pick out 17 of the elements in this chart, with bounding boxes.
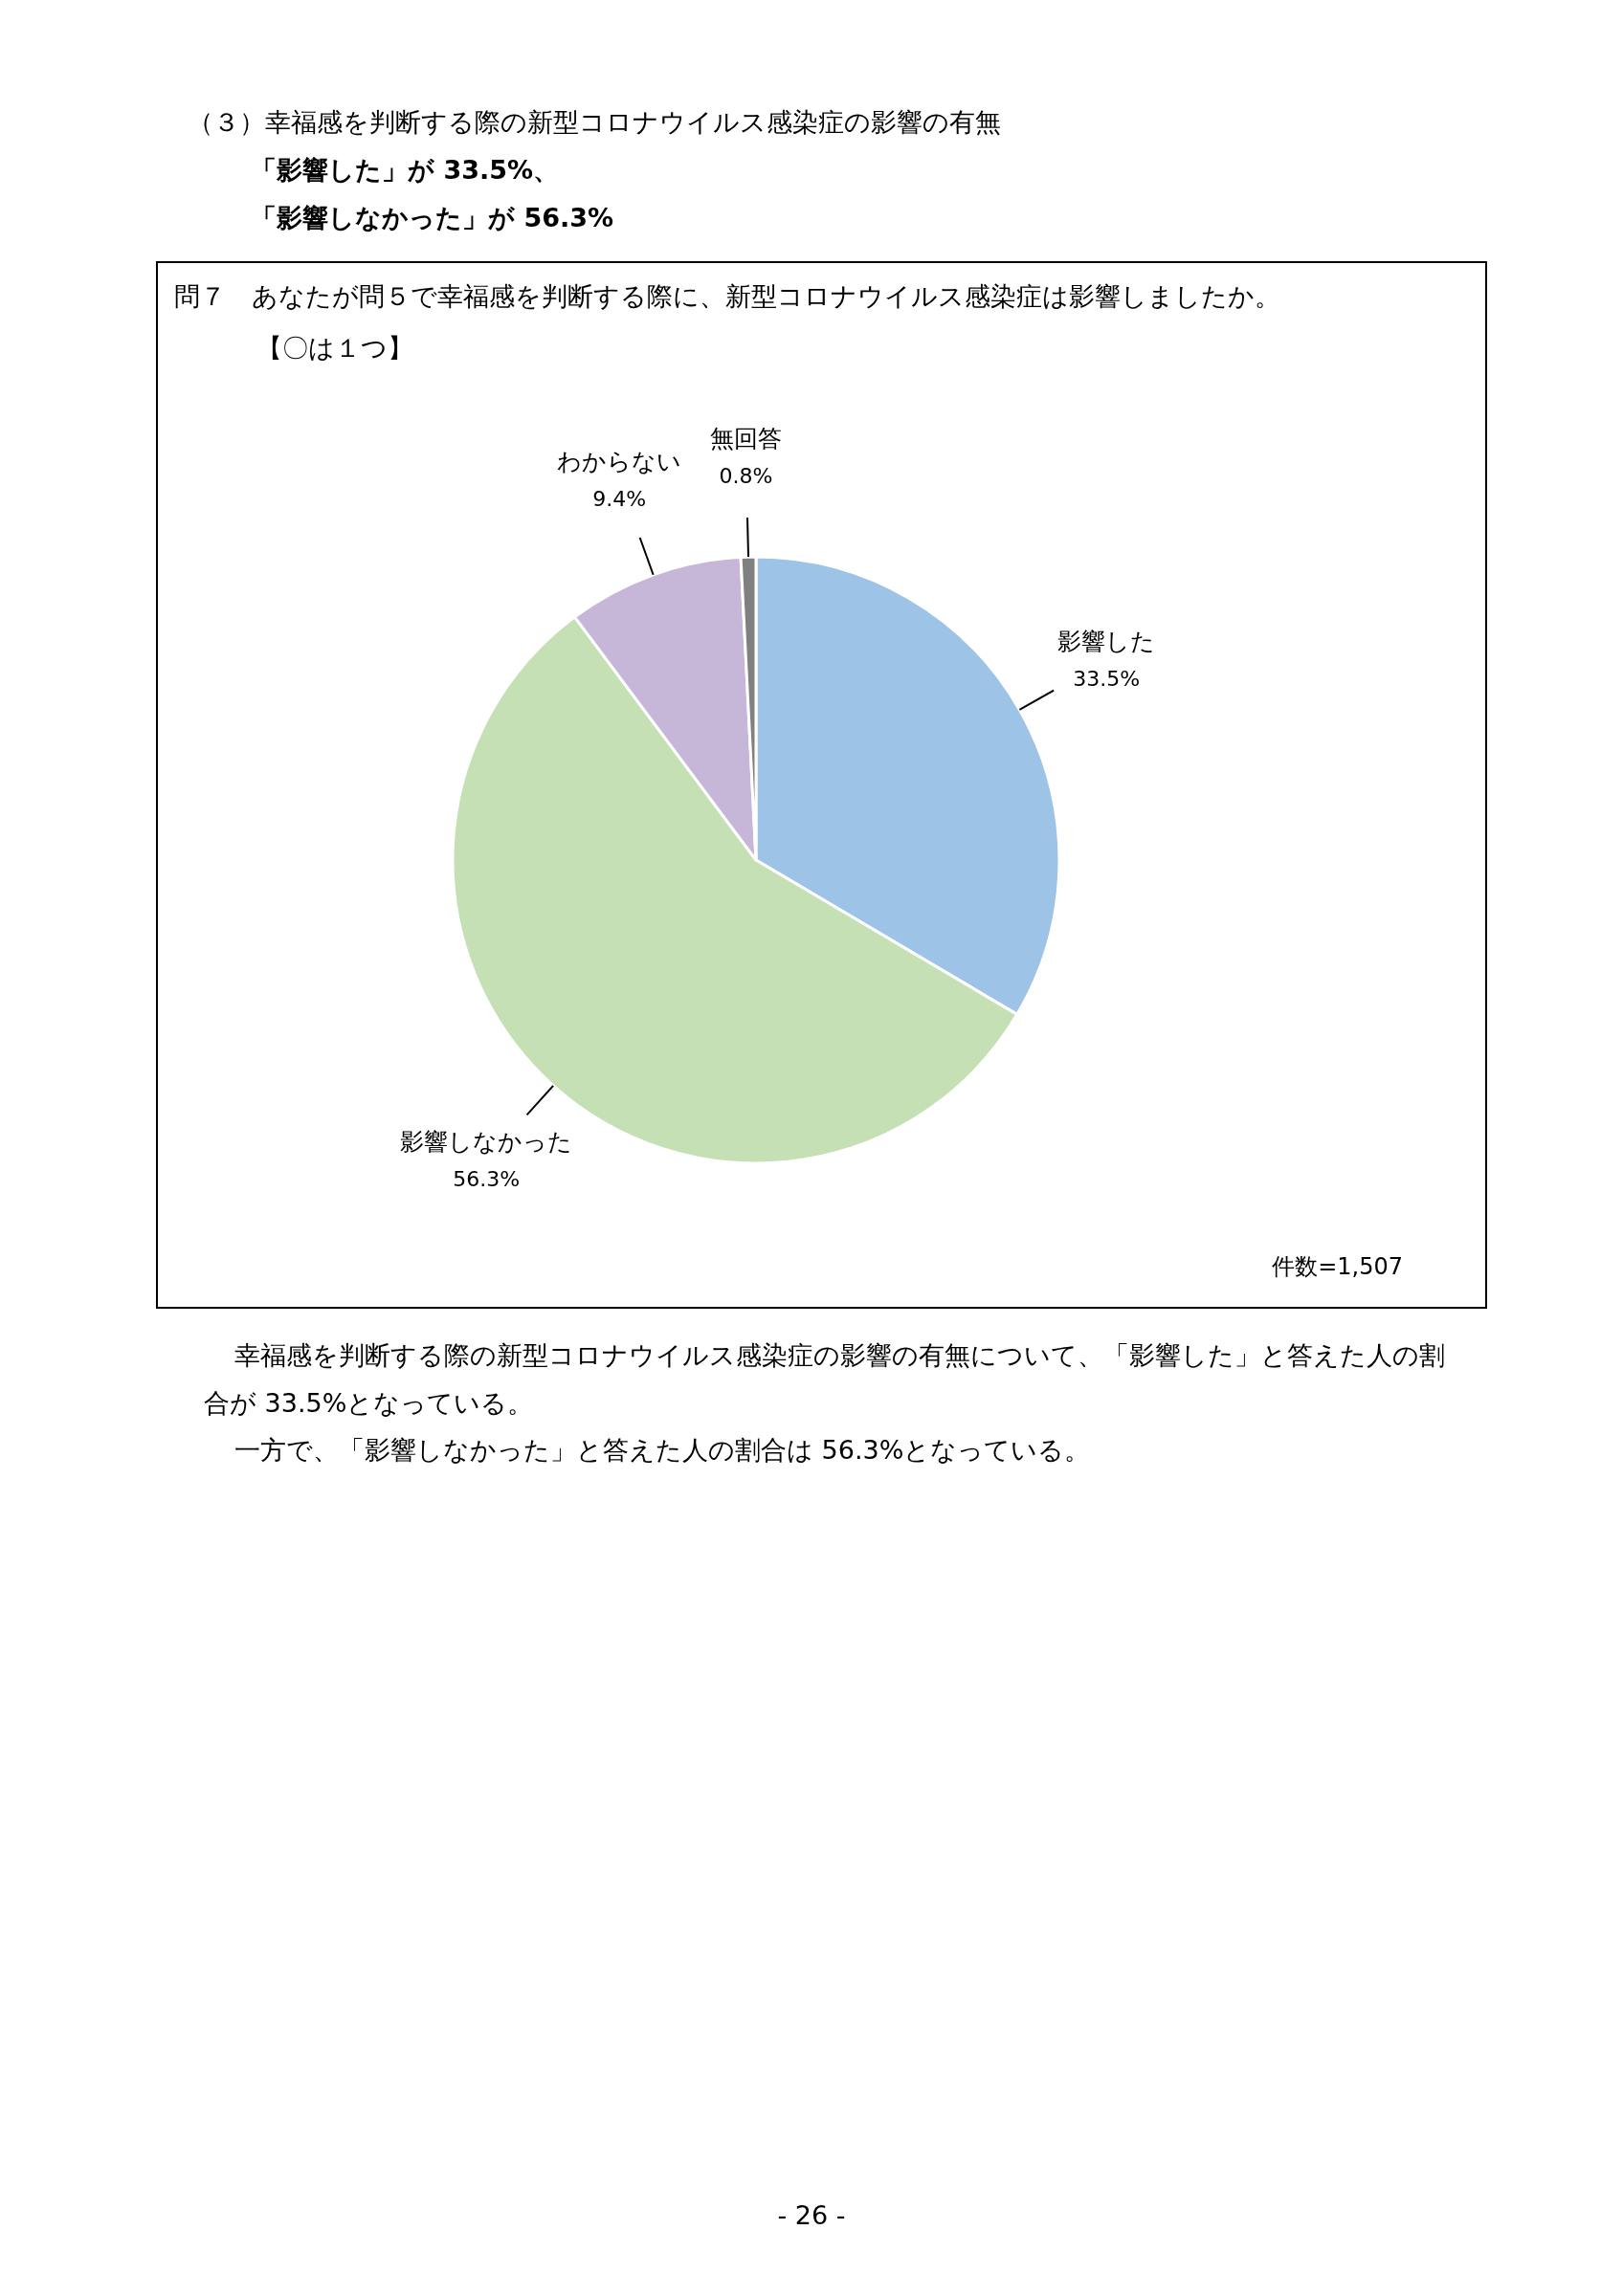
text: 幸福感を判断する際の新型コロナウイルス感染症の影響の有無について、「影響した」と答えた人の割合が 33.5%となっている。 <box>204 1339 1446 1420</box>
text: 件数=1,507 <box>1272 1253 1403 1281</box>
slice-label: 影響した <box>1057 628 1156 656</box>
data-label: 9.4% <box>592 487 647 512</box>
data-label: 0.8% <box>719 463 773 488</box>
chart-subtitle: 「影響した」が 33.5%、 <box>251 155 560 187</box>
slice-label: わからない <box>557 448 682 476</box>
text: 一方で、「影響しなかった」と答えた人の割合は 56.3%となっている。 <box>234 1435 1091 1467</box>
text: 【〇は１つ】 <box>256 333 413 364</box>
text: - 26 - <box>776 2200 847 2232</box>
slice-label: 無回答 <box>709 424 782 453</box>
slice-label: 影響しなかった <box>400 1127 573 1156</box>
data-label: 56.3% <box>453 1166 521 1191</box>
text: 「影響しなかった」が 56.3% <box>251 203 614 234</box>
text: 問７ あなたが問５で幸福感を判断する際に、新型コロナウイルス感染症は影響しましたか。 <box>174 281 1280 313</box>
data-label: 33.5% <box>1073 667 1141 692</box>
chart-title: （３）幸福感を判断する際の新型コロナウイルス感染症の影響の有無 <box>188 107 1001 139</box>
